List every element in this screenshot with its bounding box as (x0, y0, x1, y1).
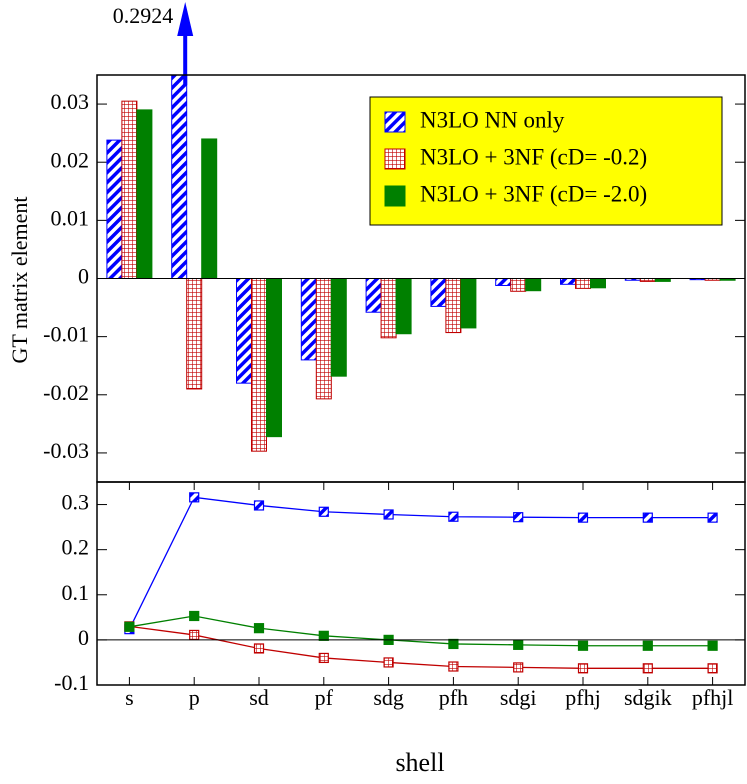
marker (318, 652, 329, 664)
bar (430, 278, 447, 307)
bar (495, 278, 512, 286)
legend-label: N3LO + 3NF (cD= -0.2) (420, 144, 647, 169)
marker (318, 630, 329, 641)
x-tick-label: sdgik (624, 685, 672, 710)
legend-box (369, 96, 723, 226)
bar (525, 278, 542, 292)
bar (106, 139, 123, 279)
marker (577, 512, 589, 523)
bar (460, 278, 477, 329)
bar (251, 278, 267, 452)
x-tick-label: sdg (373, 685, 404, 710)
y-tick-label: -0.02 (43, 380, 89, 405)
marker (642, 640, 653, 651)
marker (707, 512, 718, 523)
marker (513, 512, 524, 523)
y-tick-label: 0.02 (51, 147, 90, 172)
y-axis-label: GT matrix element (7, 197, 32, 364)
marker (124, 621, 135, 632)
marker (577, 640, 589, 651)
bar (315, 278, 332, 400)
marker (383, 509, 394, 520)
x-tick-label: sd (249, 685, 269, 710)
marker (253, 500, 265, 511)
marker (189, 610, 200, 622)
marker (383, 657, 394, 668)
bar (445, 278, 462, 334)
bar (121, 100, 138, 279)
plot-frame (96, 481, 746, 686)
bar (380, 278, 397, 339)
value-label: 0.2924 (113, 3, 174, 28)
marker (253, 643, 265, 654)
marker (642, 512, 653, 523)
bar (201, 138, 218, 279)
legend-swatch (384, 148, 406, 170)
y-tick-label: 0.01 (51, 205, 90, 230)
bar (300, 278, 317, 361)
line (128, 496, 713, 630)
y-tick-label: 0 (78, 625, 89, 650)
marker (513, 662, 524, 673)
y-tick-label: -0.03 (43, 438, 89, 463)
line (129, 625, 713, 669)
bar (560, 278, 576, 285)
x-axis-label: shell (395, 748, 444, 777)
marker (707, 663, 718, 674)
marker (707, 640, 718, 651)
bar (365, 278, 382, 313)
x-tick-label: p (189, 685, 200, 710)
bar (395, 278, 412, 335)
marker (189, 492, 200, 503)
marker (448, 638, 459, 650)
x-tick-label: pf (315, 685, 334, 710)
y-tick-label: -0.01 (43, 322, 89, 347)
overflow-arrowhead (177, 2, 194, 36)
marker (577, 663, 589, 674)
y-tick-label: 0.1 (62, 580, 90, 605)
y-tick-label: 0.3 (62, 490, 90, 515)
bar (266, 278, 282, 438)
marker (448, 511, 459, 522)
legend-label: N3LO + 3NF (cD= -2.0) (420, 181, 647, 206)
bar (330, 278, 347, 377)
marker (189, 629, 200, 641)
marker (513, 639, 524, 650)
marker (318, 506, 329, 517)
x-tick-label: pfh (439, 685, 468, 710)
bar (590, 278, 606, 289)
bar (510, 278, 527, 292)
legend-swatch (384, 185, 406, 207)
marker (642, 663, 653, 674)
x-tick-label: s (125, 685, 134, 710)
y-tick-label: -0.1 (54, 670, 89, 695)
marker (448, 661, 459, 672)
bar (575, 278, 591, 289)
marker (253, 623, 265, 634)
bar (136, 109, 153, 279)
y-tick-label: 0 (78, 264, 89, 289)
x-tick-label: pfhj (565, 685, 600, 710)
y-tick-label: 0.2 (62, 535, 90, 560)
bars (106, 75, 736, 452)
x-tick-label: sdgi (500, 685, 537, 710)
bar (186, 278, 203, 390)
bar (236, 278, 252, 384)
legend-label: N3LO NN only (420, 107, 565, 132)
x-tick-label: pfhjl (692, 685, 734, 710)
y-tick-label: 0.03 (51, 89, 90, 114)
legend-swatch (384, 111, 406, 133)
line (129, 615, 713, 647)
